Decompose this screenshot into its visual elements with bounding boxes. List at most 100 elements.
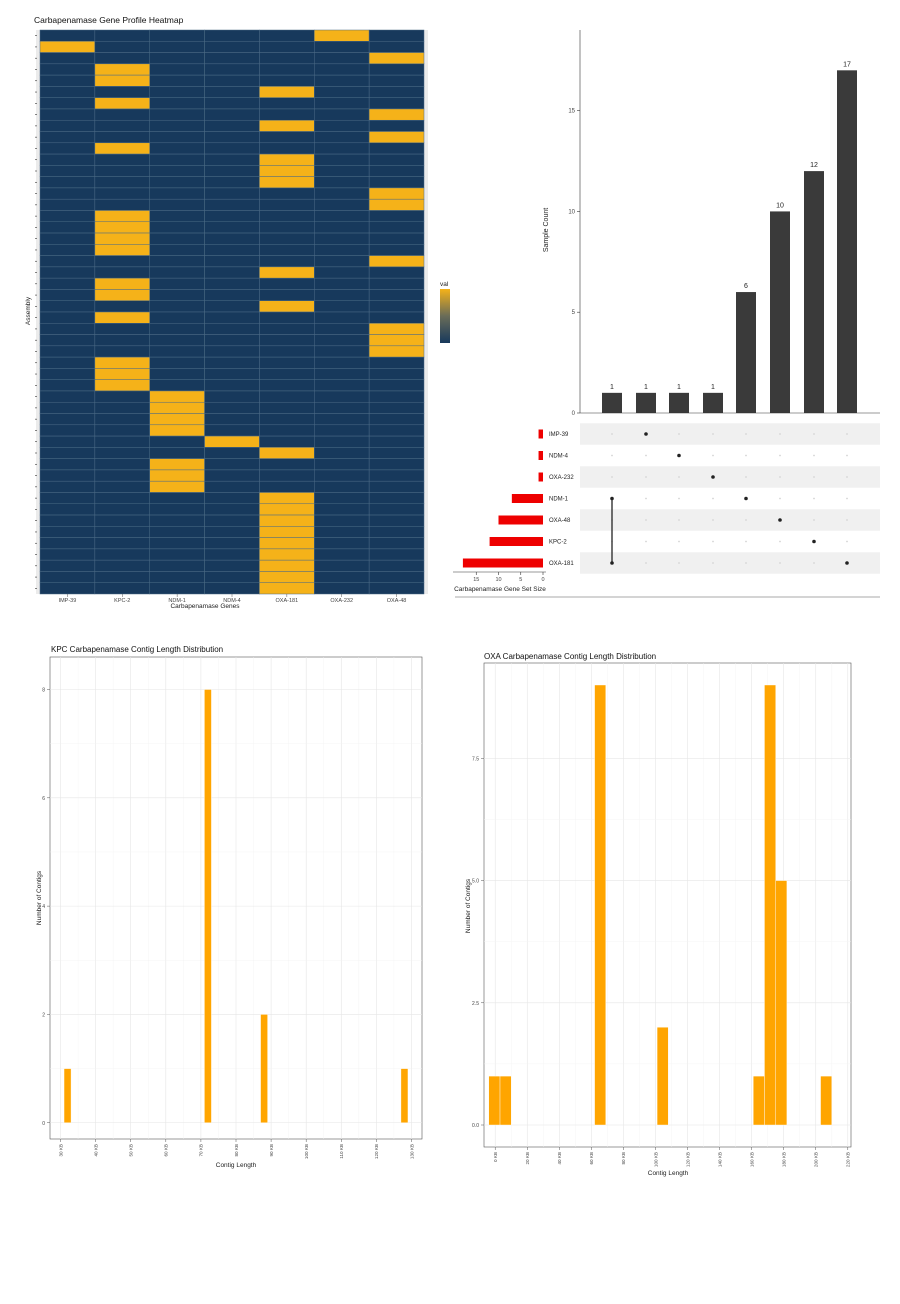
heatmap-cell (94, 277, 150, 290)
heatmap-cell (314, 255, 370, 268)
upset-matrix-row-stripe (580, 552, 880, 574)
heatmap-cell (39, 469, 96, 482)
upset-set-size-bar (538, 451, 543, 460)
heatmap-cell (149, 492, 205, 505)
heatmap-cell (39, 97, 96, 110)
upset-matrix-dot (644, 432, 648, 436)
upset-matrix-row-stripe (580, 509, 880, 531)
heatmap-cell (39, 514, 96, 527)
heatmap-cell (39, 492, 96, 505)
heatmap-cell (314, 165, 370, 177)
heatmap-cell (39, 52, 96, 65)
x-tick-label: 70 KB (199, 1144, 204, 1157)
heatmap-cell (259, 492, 315, 505)
upset-matrix-empty-dot (779, 497, 781, 500)
heatmap-cell (149, 198, 205, 211)
heatmap-cell (39, 232, 96, 245)
heatmap-cell (39, 221, 96, 234)
heatmap-cell (204, 266, 260, 279)
heatmap-cell (39, 277, 96, 290)
heatmap-cell (94, 289, 150, 301)
heatmap-cell (204, 221, 260, 234)
heatmap-cell (149, 503, 205, 516)
heatmap-cell (94, 435, 150, 448)
heatmap-cell (204, 492, 260, 505)
heatmap-cell (149, 480, 205, 493)
heatmap-cell (314, 221, 370, 234)
heatmap-cell (204, 277, 260, 290)
heatmap-cell (314, 108, 370, 121)
heatmap-cell (368, 503, 425, 516)
heatmap-cell (204, 323, 260, 335)
heatmap-cell (94, 548, 150, 561)
heatmap-cell (368, 345, 425, 358)
heatmap-cell (368, 390, 425, 403)
heatmap-cell (314, 334, 370, 347)
heatmap-cell (314, 176, 370, 189)
heatmap-cell (368, 447, 425, 459)
heatmap-cell (259, 458, 315, 471)
upset-set-label: IMP-39 (549, 432, 569, 438)
heatmap-cell (368, 300, 425, 313)
heatmap-cell (259, 244, 315, 256)
upset-matrix-empty-dot (779, 454, 781, 457)
upset-bar-label: 1 (644, 384, 648, 391)
heatmap-cell (149, 311, 205, 324)
upset-set-size-label: Carbapenamase Gene Set Size (454, 586, 546, 593)
heatmap-cell (368, 198, 425, 211)
heatmap-cell (149, 108, 205, 121)
heatmap-cell (39, 582, 96, 595)
heatmap-cell (259, 323, 315, 335)
heatmap-cell (149, 345, 205, 358)
heatmap-cell (259, 435, 315, 448)
heatmap-x-ticks: IMP-39 KPC-2 NDM-1 NDM-4 OXA-181 OXA-232 OXA-4… (59, 594, 406, 604)
histogram-bar (260, 1014, 268, 1123)
upset-set-size-bar (462, 558, 543, 568)
heatmap-cell (149, 356, 205, 369)
heatmap-cell (94, 480, 150, 493)
heatmap-cell (314, 582, 370, 595)
upset-matrix-empty-dot (813, 433, 815, 435)
heatmap-cell (94, 300, 150, 313)
heatmap-cell (39, 153, 96, 166)
heatmap-cell (149, 165, 205, 177)
heatmap-cell (314, 289, 370, 301)
heatmap-cell (259, 514, 315, 527)
upset-set-size-tick-label: 15 (473, 577, 479, 583)
heatmap-cell (259, 424, 315, 437)
heatmap-cell (368, 311, 425, 324)
heatmap-cell (368, 255, 425, 268)
heatmap-cell (314, 244, 370, 256)
heatmap-x-tick-label: OXA-181 (276, 598, 299, 604)
heatmap-cell (149, 390, 205, 403)
heatmap-cell (39, 311, 96, 324)
heatmap-cell (149, 548, 205, 561)
heatmap-cell (149, 334, 205, 347)
upset-set-size-tick-label: 5 (519, 577, 522, 583)
heatmap-cell (39, 300, 96, 313)
heatmap-cell (314, 526, 370, 538)
heatmap-cell (204, 537, 260, 550)
heatmap-cell (94, 492, 150, 505)
heatmap-cell (314, 480, 370, 493)
heatmap-cell (368, 401, 425, 414)
heatmap-cell (94, 571, 150, 583)
heatmap-x-axis-label: Carbapenamase Genes (170, 603, 240, 610)
y-tick-label: 4 (42, 904, 45, 910)
upset-set-size-bars: IMP-39 NDM-4 OXA-232 NDM-1 OXA-48 KPC-2 OXA-18… (453, 429, 574, 583)
heatmap-cell (368, 492, 425, 505)
histogram-bar (400, 1068, 409, 1123)
heatmap-cell (149, 232, 205, 245)
upset-matrix-empty-dot (846, 540, 848, 543)
heatmap-cell (94, 368, 150, 380)
heatmap-cell (259, 266, 315, 279)
heatmap-cell (149, 266, 205, 279)
heatmap-x-tick-label: NDM-1 (168, 598, 185, 604)
heatmap-cell (204, 401, 260, 414)
heatmap-x-tick-label: NDM-4 (223, 598, 240, 604)
heatmap-cell (39, 63, 96, 76)
heatmap-cell (259, 368, 315, 380)
heatmap-cell (39, 447, 96, 459)
x-tick-label: 50 KB (129, 1144, 134, 1157)
heatmap-cell (314, 356, 370, 369)
